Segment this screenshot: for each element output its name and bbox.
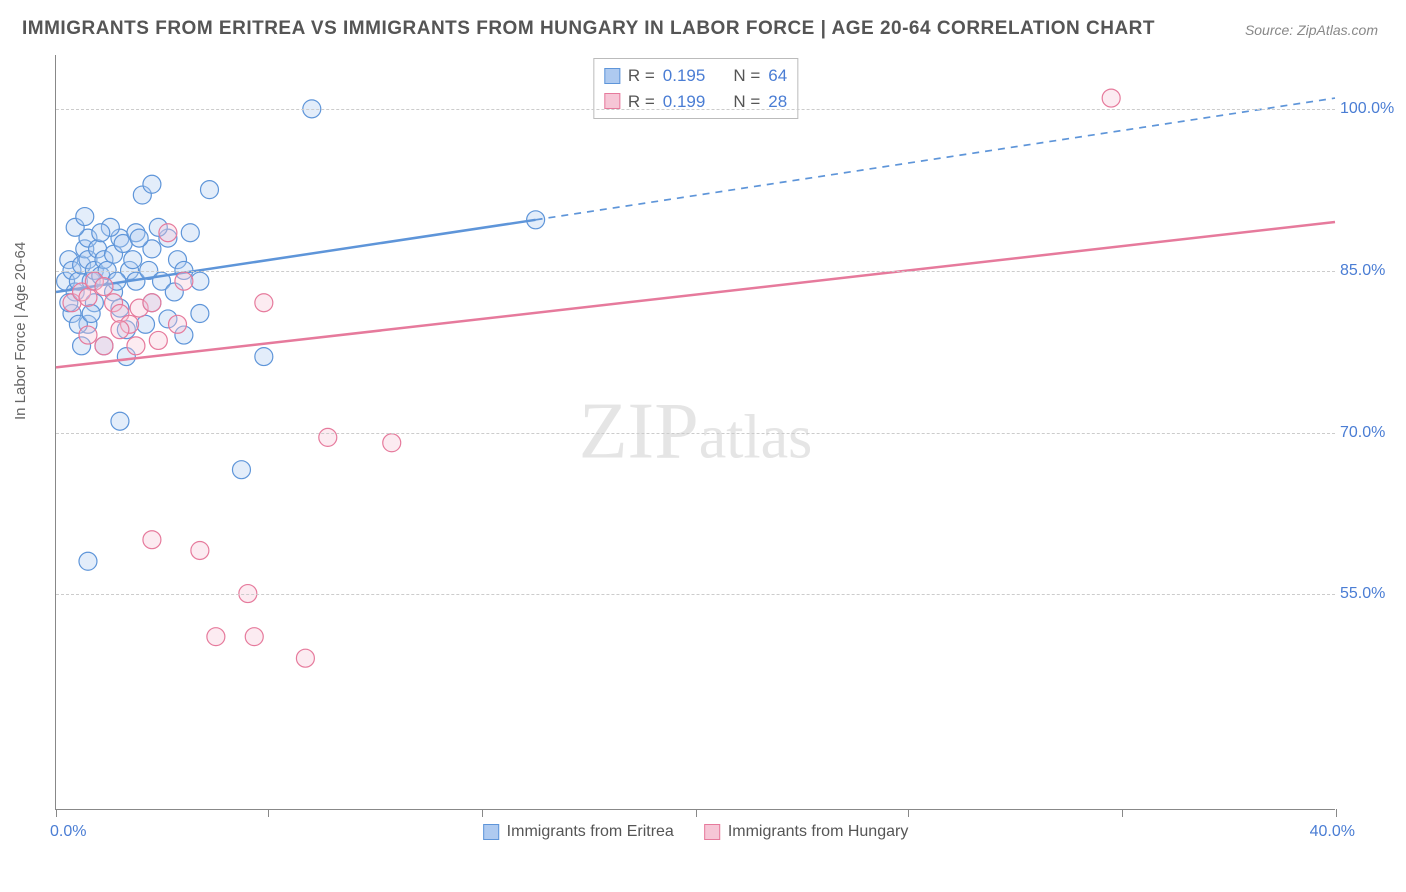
r-label: R = [628, 63, 655, 89]
source-attribution: Source: ZipAtlas.com [1245, 22, 1378, 38]
data-point [191, 541, 209, 559]
x-tick [908, 809, 909, 817]
y-tick-label: 55.0% [1340, 585, 1395, 603]
n-value-hungary: 28 [768, 89, 787, 115]
data-point [191, 272, 209, 290]
data-point [200, 181, 218, 199]
data-point [76, 208, 94, 226]
x-min-label: 0.0% [50, 823, 86, 841]
y-tick-label: 70.0% [1340, 424, 1395, 442]
data-point [207, 628, 225, 646]
legend-label-eritrea: Immigrants from Eritrea [507, 823, 674, 841]
swatch-hungary [704, 824, 720, 840]
data-point [296, 649, 314, 667]
grid-line [56, 594, 1335, 595]
legend-row-eritrea: R = 0.195 N = 64 [604, 63, 787, 89]
data-point [143, 294, 161, 312]
data-point [383, 434, 401, 452]
x-tick [696, 809, 697, 817]
n-value-eritrea: 64 [768, 63, 787, 89]
n-label: N = [733, 63, 760, 89]
data-point [137, 315, 155, 333]
data-point [255, 348, 273, 366]
data-point [127, 337, 145, 355]
grid-line [56, 109, 1335, 110]
n-label: N = [733, 89, 760, 115]
data-point [95, 278, 113, 296]
chart-title: IMMIGRANTS FROM ERITREA VS IMMIGRANTS FR… [22, 18, 1155, 40]
grid-line [56, 271, 1335, 272]
data-point [130, 229, 148, 247]
series-legend: Immigrants from Eritrea Immigrants from … [483, 823, 909, 841]
y-axis-label: In Labor Force | Age 20-64 [12, 242, 29, 420]
y-tick-label: 100.0% [1340, 100, 1395, 118]
data-point [95, 337, 113, 355]
swatch-hungary [604, 93, 620, 109]
data-point [124, 251, 142, 269]
data-point [79, 552, 97, 570]
data-point [111, 412, 129, 430]
x-tick [1122, 809, 1123, 817]
data-point [232, 461, 250, 479]
data-point [319, 428, 337, 446]
data-point [245, 628, 263, 646]
r-value-eritrea: 0.195 [663, 63, 706, 89]
legend-item-eritrea: Immigrants from Eritrea [483, 823, 674, 841]
data-point [255, 294, 273, 312]
r-value-hungary: 0.199 [663, 89, 706, 115]
x-tick [1336, 809, 1337, 817]
data-point [143, 175, 161, 193]
x-tick [56, 809, 57, 817]
x-max-label: 40.0% [1310, 823, 1355, 841]
data-point [159, 224, 177, 242]
legend-item-hungary: Immigrants from Hungary [704, 823, 909, 841]
data-point [79, 326, 97, 344]
y-tick-label: 85.0% [1340, 262, 1395, 280]
data-point [143, 531, 161, 549]
x-tick [268, 809, 269, 817]
grid-line [56, 433, 1335, 434]
plot-area: ZIPatlas R = 0.195 N = 64 R = 0.199 N = … [55, 55, 1335, 810]
swatch-eritrea [483, 824, 499, 840]
data-point [169, 315, 187, 333]
data-point [175, 272, 193, 290]
data-point [82, 305, 100, 323]
data-point [1102, 89, 1120, 107]
data-point [191, 305, 209, 323]
legend-label-hungary: Immigrants from Hungary [728, 823, 909, 841]
x-tick [482, 809, 483, 817]
legend-row-hungary: R = 0.199 N = 28 [604, 89, 787, 115]
data-point [79, 288, 97, 306]
swatch-eritrea [604, 68, 620, 84]
data-point [92, 224, 110, 242]
data-point [181, 224, 199, 242]
trend-line [56, 222, 1335, 367]
r-label: R = [628, 89, 655, 115]
data-point [111, 321, 129, 339]
data-point [149, 331, 167, 349]
